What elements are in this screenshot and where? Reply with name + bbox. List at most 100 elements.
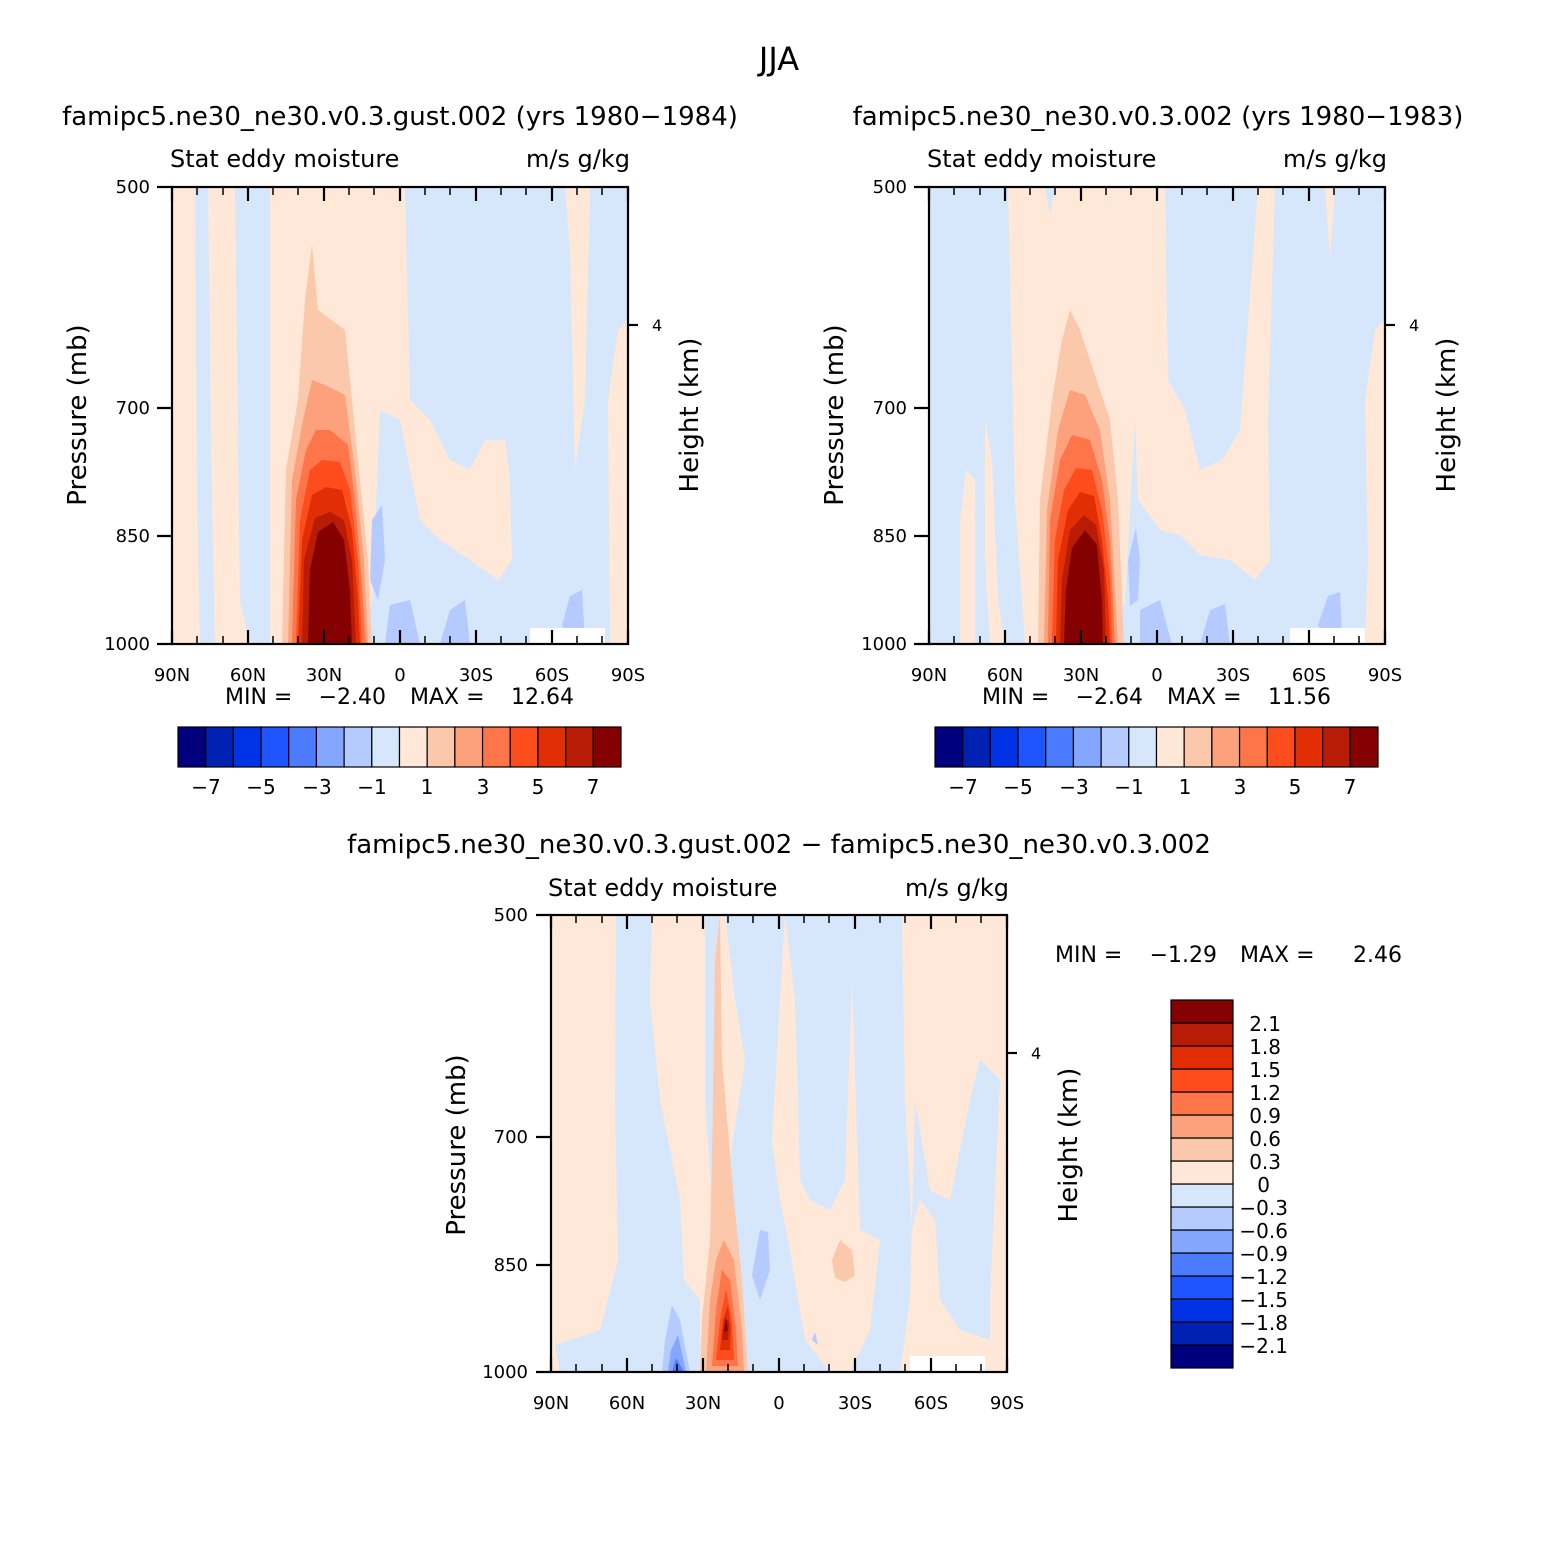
panel-2-positive-region-pole [1365,320,1385,644]
panel-2-colorbar-label: −1 [1114,775,1143,799]
panel-1-colorbar-label: −3 [302,775,331,799]
panel-1-colorbar-box [371,726,401,768]
panel-3-colorbar-labels: 2.1 1.8 1.5 1.2 0.9 0.6 0.3 0 −0.3 −0.6 … [1239,1012,1288,1358]
panel-1-x-tick-labels: 90N 60N 30N 0 30S 60S 90S [154,665,645,686]
panel-2-x-tick-30s: 30S [1216,665,1250,686]
panel-2-x-tick-0: 0 [1151,665,1162,686]
panel-1-colorbar-box [232,726,262,768]
panel-3-colorbar-box [1170,1045,1234,1070]
panel-1-positive-region-sh [565,187,590,470]
panel-2-plot-area [929,187,1385,644]
panel-3-y-tick-700: 700 [494,1127,528,1148]
panel-3-y-tick-labels: 500 700 850 1000 [482,905,528,1383]
panel-2-negative-region-sh [1200,604,1230,644]
panel-3-colorbar-box [1170,1183,1234,1208]
panel-1-positive-region-nh2 [208,187,250,644]
panel-3-y2-axis-label: Height (km) [1054,1068,1084,1223]
panel-2: famipc5.ne30_ne30.v0.3.002 (yrs 1980−198… [820,102,1463,799]
panel-1-colorbar-box [565,726,594,768]
panel-1-colorbar-box [592,726,622,768]
panel-2-x-tick-60s: 60S [1292,665,1326,686]
panel-2-colorbar-box [1266,726,1296,768]
panel-3-colorbar-label: 0 [1257,1173,1270,1197]
panel-2-colorbar-box [1322,726,1351,768]
panel-1-left-string: Stat eddy moisture [170,145,399,173]
panel-1-colorbar [177,726,622,768]
panel-3-colorbar-box [1170,999,1234,1024]
panel-1-colorbar-label: −5 [246,775,275,799]
panel-2-colorbar-box [1100,726,1130,768]
panel-2-negative-region-eq [1128,528,1140,606]
panel-3-colorbar-box [1170,1068,1234,1093]
panel-2-colorbar-box [1155,726,1185,768]
panel-1-y2-tick-4: 4 [652,316,662,335]
panel-3-colorbar-box [1170,1160,1234,1185]
panel-3-colorbar-label: −0.9 [1239,1242,1288,1266]
panel-3-min-label: MIN = [1055,943,1122,968]
panel-3-minor-ticks [575,915,982,1372]
panel-1-negative-region-sh [440,600,470,644]
panel-2-colorbar-box [1072,726,1102,768]
figure-title: JJA [757,40,799,78]
panel-1-colorbar-box [509,726,539,768]
panel-3-colorbar-label: 1.5 [1249,1058,1281,1082]
panel-2-colorbar-label: 1 [1179,775,1192,799]
panel-3-x-tick-0: 0 [773,1393,784,1414]
panel-2-colorbar [934,726,1379,768]
panel-1-major-ticks [157,185,638,646]
panel-2-colorbar-box [1045,726,1075,768]
panel-3-colorbar-box [1170,1206,1234,1231]
panel-3-colorbar-label: −1.2 [1239,1265,1288,1289]
panel-1-colorbar-box [398,726,428,768]
panel-2-minor-ticks [953,187,1360,644]
panel-2-colorbar-label: 5 [1289,775,1302,799]
panel-1-y-tick-500: 500 [116,177,150,198]
panel-2-x-tick-60n: 60N [987,665,1023,686]
panel-2-colorbar-box [934,726,964,768]
panel-2-y2-tick-4: 4 [1409,316,1419,335]
panel-2-colorbar-label: 7 [1344,775,1357,799]
panel-3-right-string: m/s g/kg [905,874,1009,902]
panel-3-y-tick-1000: 1000 [482,1362,528,1383]
panel-1-colorbar-label: −7 [191,775,220,799]
panel-2-y-tick-500: 500 [873,177,907,198]
panel-2-colorbar-box [1211,726,1241,768]
panel-3-negative-region-sh [785,915,1000,1372]
panel-1-case-title: famipc5.ne30_ne30.v0.3.gust.002 (yrs 198… [62,102,738,132]
panel-1-colorbar-label: 7 [587,775,600,799]
panel-2-missing-data [1290,628,1365,644]
panel-1-y-tick-700: 700 [116,398,150,419]
panel-3-negative-region-nh [555,915,700,1372]
panel-2-left-string: Stat eddy moisture [927,145,1156,173]
panel-3-colorbar-box [1170,1114,1234,1139]
panel-3-negative-region-eq2 [752,1230,770,1300]
panel-2-colorbar-label: −7 [948,775,977,799]
panel-1-colorbar-box [315,726,345,768]
panel-3-negative-region-eq3 [812,1332,818,1345]
panel-3-x-tick-90n: 90N [533,1393,569,1414]
panel-3-colorbar-box [1170,1344,1234,1369]
panel-1-negative-region-eq [370,505,385,600]
panel-1-colorbar-box [205,726,234,768]
panel-1-colorbar-box [454,726,484,768]
panel-1-x-tick-60s: 60S [535,665,569,686]
panel-3-colorbar-label: 0.9 [1249,1104,1281,1128]
panel-1-positive-region-nh [172,187,200,644]
panel-3-min-core [662,1305,690,1372]
panel-3-negative-region-eq [725,915,830,1372]
panel-2-y-tick-1000: 1000 [861,634,907,655]
panel-3-max-value: 2.46 [1353,943,1402,968]
panel-3-x-tick-90s: 90S [990,1393,1024,1414]
panel-1-max-core [282,245,372,644]
panel-2-colorbar-box [1349,726,1379,768]
panel-2-colorbar-labels: −7 −5 −3 −1 1 3 5 7 [948,775,1356,799]
panel-1-colorbar-box [537,726,567,768]
panel-3-x-tick-labels: 90N 60N 30N 0 30S 60S 90S [533,1393,1024,1414]
panel-1-positive-region-pole [608,320,628,644]
panel-2-x-tick-labels: 90N 60N 30N 0 30S 60S 90S [911,665,1402,686]
panel-3-colorbar-box [1170,1252,1234,1277]
panel-3-max-label: MAX = [1240,943,1315,968]
panel-3: famipc5.ne30_ne30.v0.3.gust.002 − famipc… [347,830,1402,1414]
panel-2-colorbar-label: −3 [1059,775,1088,799]
